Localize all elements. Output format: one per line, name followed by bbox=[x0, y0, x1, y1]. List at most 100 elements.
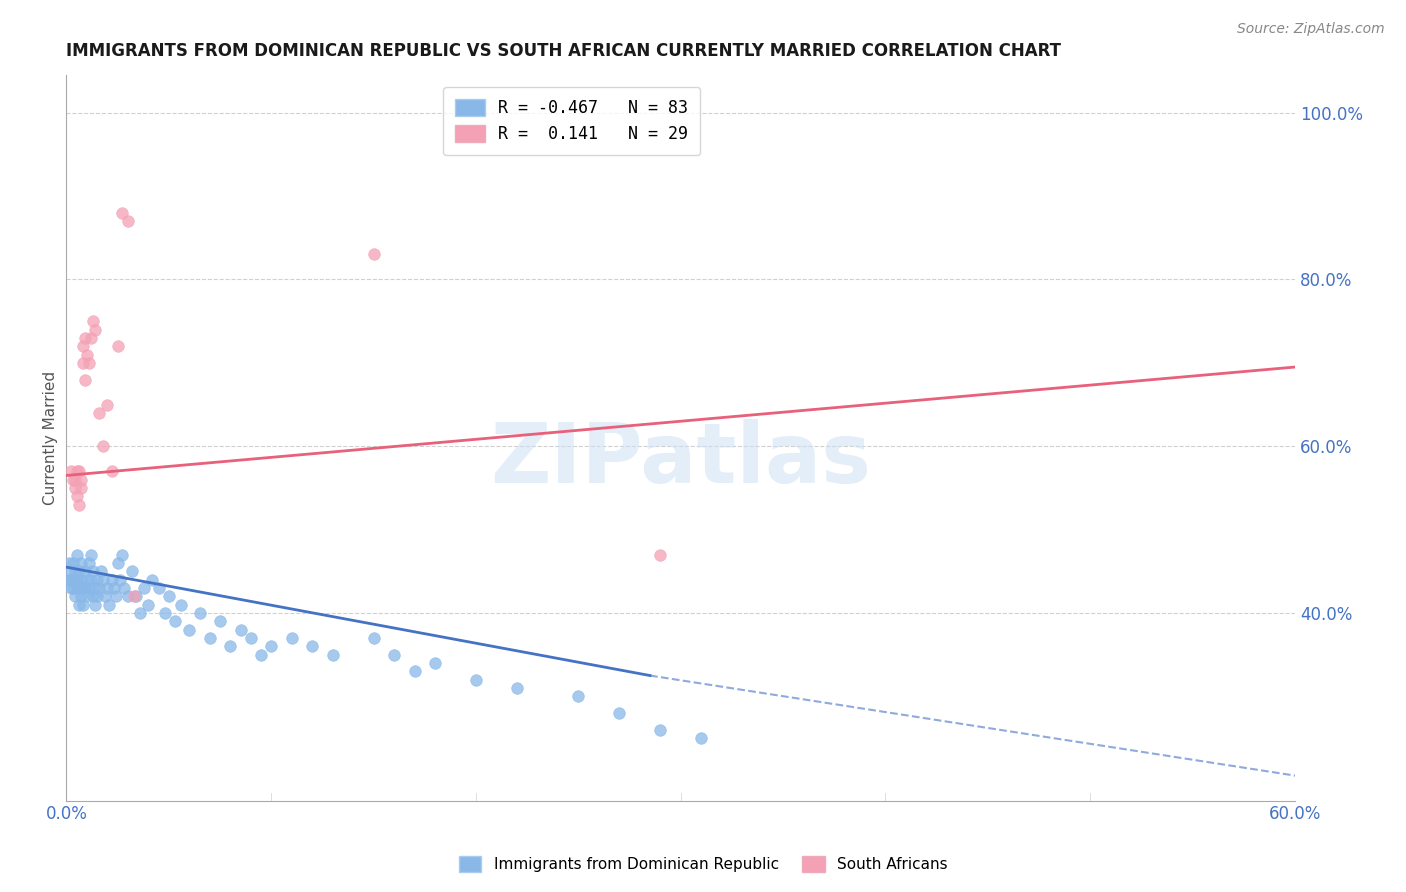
Point bbox=[76, 573, 98, 587]
Point bbox=[198, 631, 221, 645]
Point bbox=[121, 564, 143, 578]
Point bbox=[153, 606, 176, 620]
Point bbox=[82, 314, 104, 328]
Point bbox=[73, 564, 96, 578]
Point bbox=[134, 581, 156, 595]
Point bbox=[59, 564, 82, 578]
Point bbox=[72, 598, 94, 612]
Point bbox=[107, 339, 129, 353]
Point bbox=[59, 573, 82, 587]
Point bbox=[89, 581, 111, 595]
Point bbox=[94, 590, 117, 604]
Point bbox=[69, 481, 91, 495]
Point bbox=[188, 606, 211, 620]
Point bbox=[103, 581, 125, 595]
Point bbox=[69, 590, 91, 604]
Point bbox=[117, 590, 139, 604]
Point bbox=[67, 598, 90, 612]
Point bbox=[66, 548, 89, 562]
Legend: Immigrants from Dominican Republic, South Africans: Immigrants from Dominican Republic, Sout… bbox=[451, 848, 955, 880]
Point bbox=[73, 372, 96, 386]
Point bbox=[104, 590, 127, 604]
Point bbox=[67, 464, 90, 478]
Point bbox=[86, 590, 108, 604]
Point bbox=[322, 648, 344, 662]
Point bbox=[125, 590, 148, 604]
Point bbox=[82, 590, 104, 604]
Point bbox=[73, 581, 96, 595]
Point bbox=[80, 548, 103, 562]
Point bbox=[73, 331, 96, 345]
Point bbox=[650, 723, 672, 737]
Point bbox=[382, 648, 405, 662]
Point bbox=[100, 464, 122, 478]
Point bbox=[91, 439, 114, 453]
Point bbox=[219, 640, 242, 654]
Point bbox=[84, 598, 107, 612]
Point bbox=[363, 247, 385, 261]
Point bbox=[607, 706, 630, 720]
Point bbox=[117, 214, 139, 228]
Point bbox=[67, 564, 90, 578]
Point bbox=[111, 206, 134, 220]
Point bbox=[163, 615, 186, 629]
Point bbox=[301, 640, 323, 654]
Point bbox=[84, 322, 107, 336]
Point bbox=[66, 489, 89, 503]
Point bbox=[77, 356, 100, 370]
Point bbox=[90, 564, 112, 578]
Point bbox=[63, 473, 86, 487]
Point bbox=[72, 339, 94, 353]
Point bbox=[67, 498, 90, 512]
Point bbox=[58, 556, 80, 570]
Point bbox=[72, 356, 94, 370]
Point bbox=[62, 581, 84, 595]
Text: IMMIGRANTS FROM DOMINICAN REPUBLIC VS SOUTH AFRICAN CURRENTLY MARRIED CORRELATIO: IMMIGRANTS FROM DOMINICAN REPUBLIC VS SO… bbox=[66, 42, 1062, 60]
Point bbox=[80, 573, 103, 587]
Point bbox=[69, 473, 91, 487]
Point bbox=[89, 406, 111, 420]
Point bbox=[66, 573, 89, 587]
Point bbox=[63, 590, 86, 604]
Point bbox=[86, 573, 108, 587]
Point bbox=[122, 590, 145, 604]
Point bbox=[59, 581, 82, 595]
Point bbox=[107, 556, 129, 570]
Text: ZIPatlas: ZIPatlas bbox=[491, 419, 872, 500]
Point bbox=[67, 581, 90, 595]
Point bbox=[62, 573, 84, 587]
Point bbox=[567, 690, 589, 704]
Point bbox=[82, 564, 104, 578]
Point bbox=[91, 573, 114, 587]
Point bbox=[157, 590, 180, 604]
Point bbox=[250, 648, 273, 662]
Point bbox=[76, 347, 98, 361]
Point bbox=[239, 631, 262, 645]
Point bbox=[100, 573, 122, 587]
Point bbox=[170, 598, 193, 612]
Point bbox=[66, 581, 89, 595]
Point bbox=[77, 556, 100, 570]
Point bbox=[80, 331, 103, 345]
Point bbox=[208, 615, 231, 629]
Point bbox=[66, 464, 89, 478]
Point bbox=[363, 631, 385, 645]
Point bbox=[423, 656, 446, 670]
Point bbox=[96, 398, 118, 412]
Text: Source: ZipAtlas.com: Source: ZipAtlas.com bbox=[1237, 22, 1385, 37]
Point bbox=[63, 564, 86, 578]
Point bbox=[112, 581, 135, 595]
Point bbox=[59, 464, 82, 478]
Point bbox=[148, 581, 170, 595]
Y-axis label: Currently Married: Currently Married bbox=[44, 371, 58, 505]
Point bbox=[96, 581, 118, 595]
Point bbox=[108, 573, 131, 587]
Point bbox=[506, 681, 529, 695]
Point bbox=[69, 556, 91, 570]
Point bbox=[63, 481, 86, 495]
Point bbox=[129, 606, 152, 620]
Point bbox=[650, 548, 672, 562]
Point bbox=[465, 673, 488, 687]
Point bbox=[84, 581, 107, 595]
Point bbox=[58, 573, 80, 587]
